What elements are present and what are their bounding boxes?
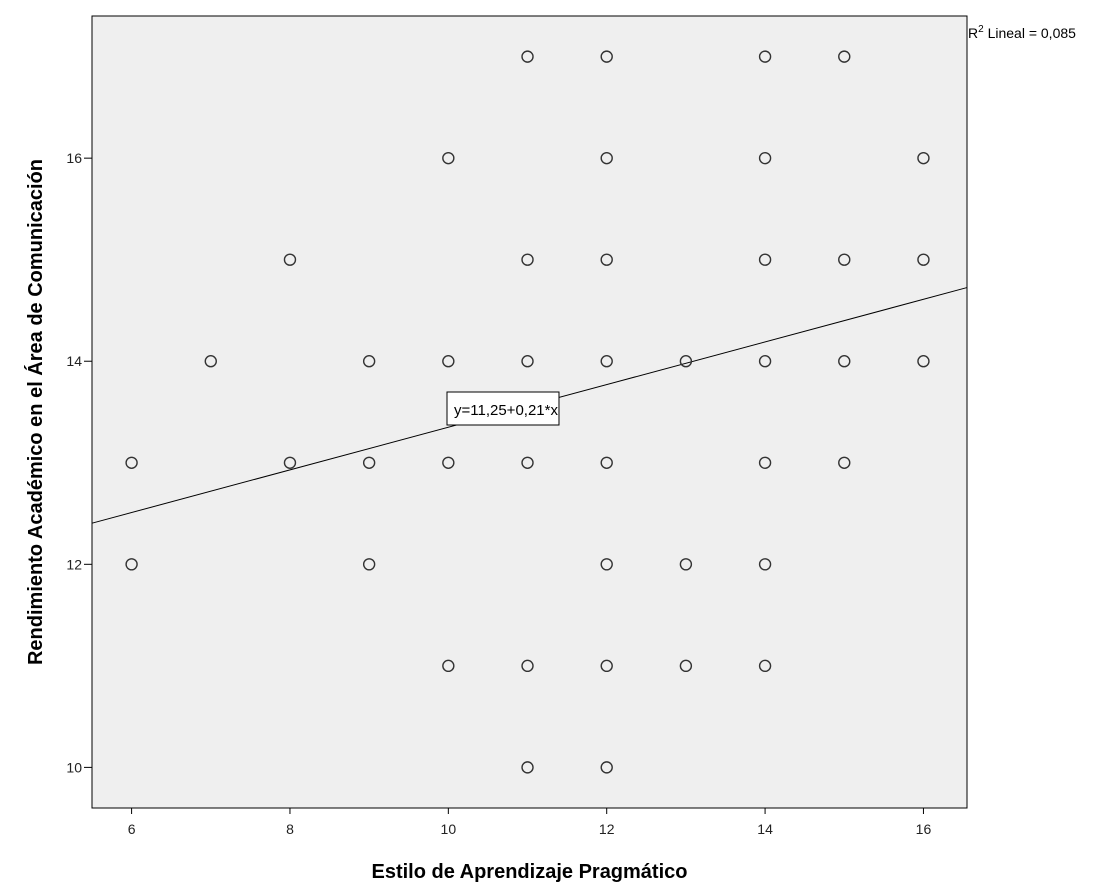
x-tick-label: 14 (757, 821, 773, 837)
data-point (917, 355, 930, 368)
data-point (521, 253, 534, 266)
data-point (362, 355, 376, 368)
data-point (758, 659, 772, 673)
x-tick-label: 8 (286, 821, 294, 837)
data-point (204, 355, 217, 368)
data-point (679, 355, 693, 368)
data-point (917, 253, 930, 266)
data-point (521, 659, 534, 673)
data-point (283, 253, 297, 266)
x-tick-label: 16 (916, 821, 932, 837)
data-point (442, 659, 455, 673)
data-point (679, 558, 693, 571)
data-point (600, 151, 613, 165)
data-point (442, 456, 455, 469)
r-squared-label: R2 Lineal = 0,085 (968, 24, 1076, 41)
data-point (838, 355, 851, 368)
data-point (758, 253, 772, 266)
x-tick-label: 12 (599, 821, 615, 837)
y-tick-label: 12 (66, 556, 82, 572)
y-axis-title: Rendimiento Académico en el Área de Comu… (24, 159, 47, 665)
data-point (758, 558, 772, 571)
data-point (600, 50, 613, 63)
fit-equation-label: y=11,25+0,21*x (446, 391, 560, 426)
x-tick-label: 10 (441, 821, 457, 837)
x-axis-title: Estilo de Aprendizaje Pragmático (371, 861, 687, 883)
x-tick-label: 6 (128, 821, 136, 837)
data-point (442, 151, 455, 165)
data-point (283, 456, 297, 469)
data-point (442, 355, 455, 368)
data-point (758, 355, 772, 368)
data-point (679, 659, 693, 673)
data-point (600, 761, 613, 774)
data-point (521, 355, 534, 368)
data-point (125, 558, 138, 571)
data-point (600, 558, 613, 571)
data-point (600, 659, 613, 673)
y-tick-label: 16 (66, 150, 82, 166)
data-point (838, 456, 851, 469)
data-point (362, 558, 376, 571)
data-point (521, 50, 534, 63)
data-point (758, 151, 772, 165)
y-tick-label: 14 (66, 353, 82, 369)
data-point (362, 456, 376, 469)
y-tick-label: 10 (66, 759, 82, 775)
data-point (521, 456, 534, 469)
fit-equation-text: y=11,25+0,21*x (454, 402, 558, 419)
data-point (600, 355, 613, 368)
data-point (838, 253, 851, 266)
plot-frame (91, 15, 968, 809)
data-point (600, 456, 613, 469)
data-point (758, 50, 772, 63)
data-point (917, 151, 930, 165)
data-point (125, 456, 138, 469)
data-point (758, 456, 772, 469)
data-point (838, 50, 851, 63)
data-point (521, 761, 534, 774)
data-point (600, 253, 613, 266)
